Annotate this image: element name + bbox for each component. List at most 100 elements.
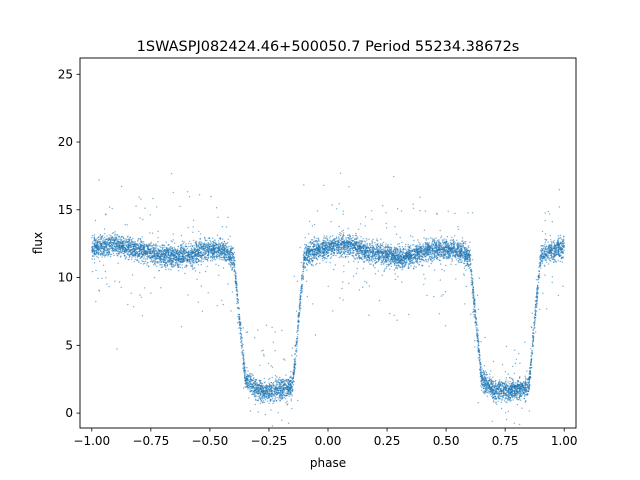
data-point xyxy=(507,373,509,375)
data-point xyxy=(343,271,345,273)
data-point xyxy=(144,246,146,248)
data-point xyxy=(277,412,279,414)
data-point xyxy=(179,266,181,269)
data-point xyxy=(487,377,489,379)
data-point xyxy=(221,226,224,228)
data-point xyxy=(242,349,245,351)
data-point xyxy=(444,325,447,327)
data-point xyxy=(304,237,306,239)
data-point xyxy=(368,238,370,240)
data-point xyxy=(355,237,357,239)
data-point xyxy=(169,246,171,248)
data-point xyxy=(271,425,274,427)
data-point xyxy=(285,398,287,400)
data-point xyxy=(348,282,350,285)
data-point xyxy=(342,210,344,212)
data-point xyxy=(445,264,447,267)
data-point xyxy=(535,331,537,333)
data-point xyxy=(291,354,293,357)
data-point xyxy=(377,270,379,272)
data-point xyxy=(279,376,281,379)
data-point xyxy=(514,349,516,351)
data-point xyxy=(514,362,517,365)
data-point xyxy=(125,238,127,240)
data-point xyxy=(439,279,441,281)
data-point xyxy=(135,205,137,207)
data-point xyxy=(465,240,467,243)
data-point xyxy=(299,300,301,303)
data-point xyxy=(394,273,396,275)
data-point xyxy=(162,251,164,253)
data-point xyxy=(480,389,483,391)
data-point xyxy=(283,397,285,399)
data-point xyxy=(260,382,263,385)
data-point xyxy=(516,382,518,384)
data-point xyxy=(402,250,404,252)
data-point xyxy=(368,285,371,287)
data-point xyxy=(108,206,111,208)
data-point xyxy=(371,261,374,263)
data-point xyxy=(405,250,408,252)
data-point xyxy=(376,240,379,242)
data-point xyxy=(172,239,174,241)
data-point xyxy=(206,265,208,268)
data-point xyxy=(483,372,485,374)
data-point xyxy=(355,272,357,275)
data-point xyxy=(191,264,194,266)
data-point xyxy=(548,263,550,265)
data-point xyxy=(494,382,497,384)
data-point xyxy=(478,356,481,358)
data-point xyxy=(173,247,175,249)
data-point xyxy=(130,258,133,260)
data-point xyxy=(247,370,249,372)
data-point xyxy=(139,217,141,219)
data-point xyxy=(408,313,410,316)
data-point xyxy=(160,252,162,254)
data-point xyxy=(127,303,129,306)
data-point xyxy=(533,324,535,327)
data-point xyxy=(461,243,463,245)
data-point xyxy=(257,329,259,331)
scatter-points xyxy=(91,172,565,427)
data-point xyxy=(538,263,541,265)
data-point xyxy=(318,256,320,258)
data-point xyxy=(431,245,434,248)
data-point xyxy=(268,382,270,384)
data-point xyxy=(521,407,523,409)
data-point xyxy=(263,353,265,355)
data-point xyxy=(109,255,112,258)
data-point xyxy=(158,270,160,272)
data-point xyxy=(317,238,320,241)
data-point xyxy=(457,257,459,259)
data-point xyxy=(455,263,457,266)
data-point xyxy=(374,242,376,244)
data-point xyxy=(476,331,478,333)
data-point xyxy=(359,242,361,244)
data-point xyxy=(276,393,279,396)
data-point xyxy=(475,329,478,331)
data-point xyxy=(516,393,519,396)
data-point xyxy=(215,207,218,209)
data-point xyxy=(396,208,399,210)
data-point xyxy=(113,232,115,234)
data-point xyxy=(526,392,528,395)
data-point xyxy=(452,238,455,241)
data-point xyxy=(181,240,184,242)
data-point xyxy=(100,241,102,243)
data-point xyxy=(227,283,229,285)
data-point xyxy=(500,401,502,403)
data-point xyxy=(154,262,156,265)
data-point xyxy=(401,281,403,283)
data-point xyxy=(296,335,299,338)
data-point xyxy=(372,258,374,261)
data-point xyxy=(236,302,238,305)
data-point xyxy=(358,289,361,291)
data-point xyxy=(528,380,531,383)
data-point xyxy=(275,378,277,380)
data-point xyxy=(559,237,561,239)
data-point xyxy=(343,265,345,267)
data-point xyxy=(544,219,546,222)
data-point xyxy=(140,198,142,200)
data-point xyxy=(306,264,309,266)
data-point xyxy=(170,173,173,175)
